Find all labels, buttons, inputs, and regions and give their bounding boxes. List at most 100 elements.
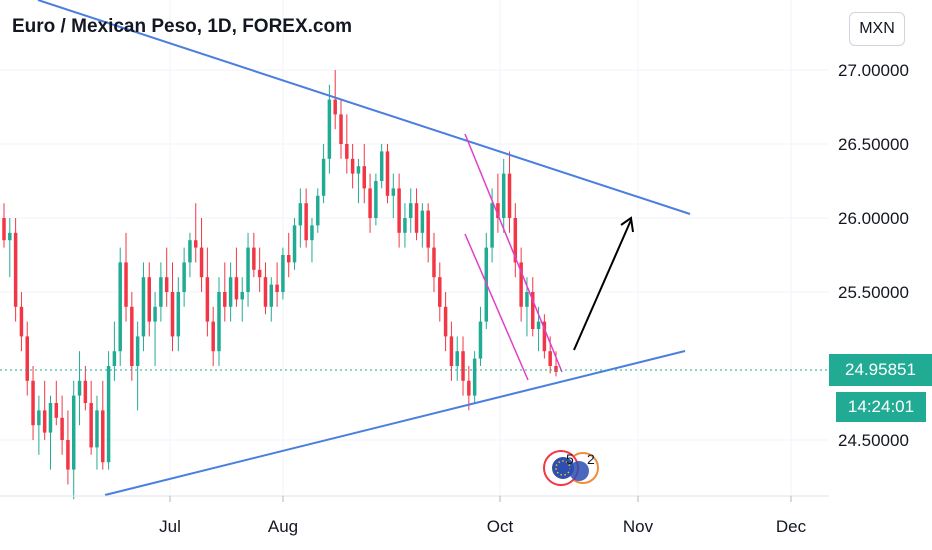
candle[interactable] bbox=[414, 188, 419, 241]
candle[interactable] bbox=[77, 351, 82, 426]
candle[interactable] bbox=[246, 232, 250, 307]
candle[interactable] bbox=[130, 292, 134, 381]
candle[interactable] bbox=[42, 380, 47, 440]
candle[interactable] bbox=[205, 247, 210, 337]
candle[interactable] bbox=[71, 380, 76, 500]
candle[interactable] bbox=[513, 203, 518, 278]
candle[interactable] bbox=[507, 151, 512, 233]
candle[interactable] bbox=[106, 351, 111, 470]
candle[interactable] bbox=[531, 277, 535, 337]
candle[interactable] bbox=[37, 395, 41, 455]
candle[interactable] bbox=[170, 262, 175, 352]
candle[interactable] bbox=[257, 247, 262, 292]
candle[interactable] bbox=[176, 277, 181, 352]
candle[interactable] bbox=[252, 232, 256, 278]
candle[interactable] bbox=[275, 262, 279, 307]
candle[interactable] bbox=[194, 203, 198, 263]
candle[interactable] bbox=[182, 247, 186, 307]
candle[interactable] bbox=[345, 114, 349, 174]
candle[interactable] bbox=[362, 144, 366, 204]
lower-trendline[interactable] bbox=[104, 350, 686, 496]
candle[interactable] bbox=[153, 292, 157, 366]
candle[interactable] bbox=[101, 380, 105, 470]
candle[interactable] bbox=[118, 247, 122, 366]
candle[interactable] bbox=[478, 306, 483, 366]
candle[interactable] bbox=[188, 232, 192, 278]
candle[interactable] bbox=[455, 336, 459, 381]
candle[interactable] bbox=[228, 262, 233, 322]
candle[interactable] bbox=[19, 292, 24, 352]
projection-arrow[interactable] bbox=[573, 219, 632, 351]
currency-button[interactable]: MXN bbox=[849, 12, 905, 46]
candle[interactable] bbox=[321, 144, 326, 204]
candle[interactable] bbox=[124, 232, 128, 322]
candle[interactable] bbox=[438, 262, 442, 322]
candle[interactable] bbox=[449, 321, 454, 381]
candle[interactable] bbox=[263, 262, 268, 315]
candle[interactable] bbox=[426, 203, 430, 263]
candle[interactable] bbox=[199, 218, 204, 292]
candle[interactable] bbox=[240, 277, 244, 322]
candle[interactable] bbox=[83, 366, 88, 411]
candle[interactable] bbox=[397, 173, 401, 248]
candle[interactable] bbox=[368, 173, 372, 233]
channel-upper-line[interactable] bbox=[464, 133, 563, 373]
candle[interactable] bbox=[141, 262, 146, 352]
candle[interactable] bbox=[542, 314, 547, 359]
candle[interactable] bbox=[350, 144, 355, 189]
candle[interactable] bbox=[292, 218, 297, 270]
candle[interactable] bbox=[339, 99, 343, 159]
candle[interactable] bbox=[95, 395, 99, 470]
channel-lower-line[interactable] bbox=[464, 233, 529, 381]
candle[interactable] bbox=[374, 173, 378, 226]
candle[interactable] bbox=[269, 277, 274, 322]
candle[interactable] bbox=[2, 203, 6, 248]
candle[interactable] bbox=[217, 277, 221, 366]
candle[interactable] bbox=[66, 410, 70, 485]
candle[interactable] bbox=[472, 351, 477, 403]
candle[interactable] bbox=[48, 395, 53, 470]
candle[interactable] bbox=[13, 218, 18, 322]
upper-trendline[interactable] bbox=[37, 0, 691, 215]
candle[interactable] bbox=[147, 262, 152, 337]
candle[interactable] bbox=[211, 306, 215, 366]
candle[interactable] bbox=[461, 336, 465, 396]
candle[interactable] bbox=[356, 158, 361, 204]
candle[interactable] bbox=[8, 218, 12, 278]
candle[interactable] bbox=[31, 366, 35, 440]
candle[interactable] bbox=[443, 292, 448, 352]
candle[interactable] bbox=[310, 218, 314, 263]
candle[interactable] bbox=[89, 380, 93, 455]
candle[interactable] bbox=[391, 173, 396, 218]
candle[interactable] bbox=[304, 188, 308, 248]
candle[interactable] bbox=[112, 321, 117, 381]
candle[interactable] bbox=[281, 247, 285, 300]
candle[interactable] bbox=[420, 203, 425, 248]
candle[interactable] bbox=[385, 144, 390, 204]
candle-body bbox=[60, 417, 64, 440]
candle[interactable] bbox=[25, 321, 29, 396]
candle[interactable] bbox=[467, 366, 471, 411]
candle[interactable] bbox=[286, 232, 291, 278]
events-marker[interactable]: 5 2 bbox=[543, 450, 599, 486]
candle[interactable] bbox=[60, 395, 64, 455]
candle[interactable] bbox=[327, 84, 332, 174]
candle[interactable] bbox=[316, 188, 320, 233]
candle[interactable] bbox=[496, 173, 500, 233]
candle[interactable] bbox=[403, 203, 407, 248]
candle[interactable] bbox=[298, 188, 303, 248]
candle[interactable] bbox=[408, 188, 413, 233]
candle[interactable] bbox=[501, 158, 506, 233]
candle[interactable] bbox=[135, 321, 140, 411]
candle[interactable] bbox=[519, 247, 523, 322]
candle[interactable] bbox=[54, 380, 59, 426]
candle[interactable] bbox=[333, 70, 337, 130]
candle[interactable] bbox=[223, 262, 227, 322]
candle[interactable] bbox=[432, 232, 436, 292]
symbol-title[interactable]: Euro / Mexican Peso, 1D, FOREX.com bbox=[12, 16, 352, 37]
candle[interactable] bbox=[379, 144, 384, 189]
candle[interactable] bbox=[164, 247, 169, 307]
candle[interactable] bbox=[234, 247, 239, 307]
candle[interactable] bbox=[159, 262, 163, 322]
